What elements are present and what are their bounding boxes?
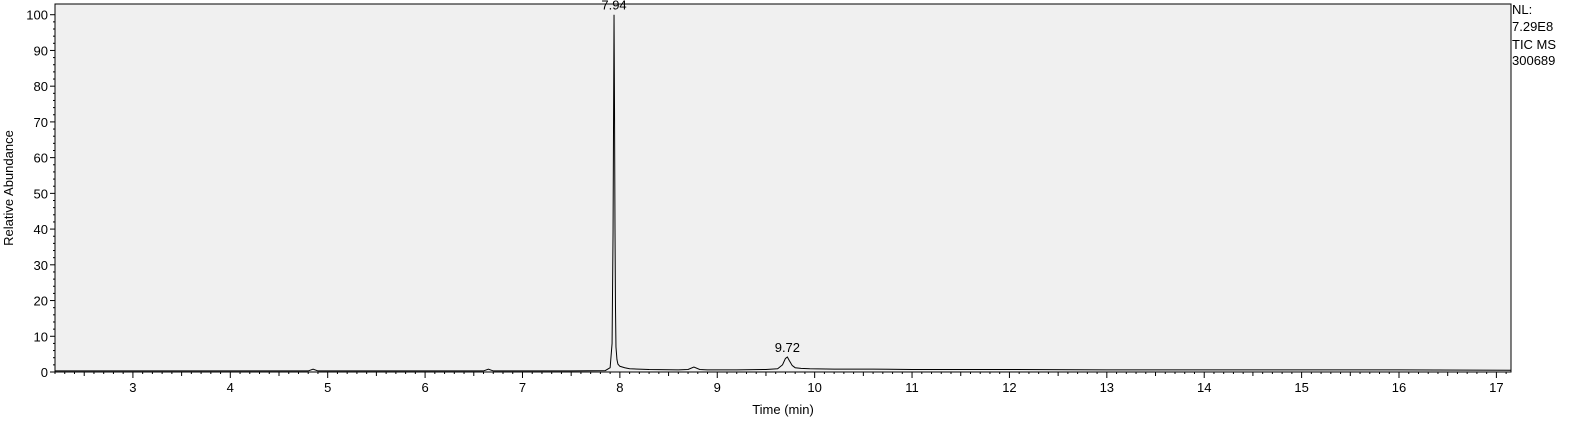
y-tick-label: 60 bbox=[34, 151, 48, 166]
y-tick-label: 10 bbox=[34, 329, 48, 344]
x-tick-label: 11 bbox=[905, 380, 919, 395]
x-tick-label: 8 bbox=[616, 380, 623, 395]
tic-trace-line bbox=[55, 14, 1512, 372]
x-tick-label: 15 bbox=[1294, 380, 1308, 395]
nl-label: NL: bbox=[1512, 2, 1533, 17]
y-axis-title: Relative Abundance bbox=[1, 130, 16, 246]
nl-value: 7.29E8 bbox=[1512, 19, 1554, 34]
y-tick-label: 40 bbox=[34, 222, 48, 237]
sample-id: 300689 bbox=[1512, 53, 1556, 68]
y-tick-label: 70 bbox=[34, 115, 48, 130]
y-tick-label: 50 bbox=[34, 186, 48, 201]
y-tick-label: 20 bbox=[34, 294, 48, 309]
x-tick-label: 17 bbox=[1489, 380, 1503, 395]
scan-type: TIC MS bbox=[1512, 37, 1557, 52]
x-axis-title: Time (min) bbox=[752, 402, 814, 417]
y-tick-label: 90 bbox=[34, 43, 48, 58]
plot-area bbox=[54, 3, 1512, 373]
y-tick-label: 0 bbox=[41, 365, 48, 380]
x-tick-label: 14 bbox=[1197, 380, 1211, 395]
x-tick-label: 4 bbox=[227, 380, 234, 395]
x-tick-label: 16 bbox=[1392, 380, 1406, 395]
y-axis: 0 10 20 30 40 50 60 70 80 90 100 bbox=[26, 8, 48, 380]
x-tick-label: 12 bbox=[1002, 380, 1016, 395]
peak-label: 7.94 bbox=[601, 0, 626, 13]
peak-labels: 7.94 9.72 bbox=[601, 0, 800, 355]
x-tick-label: 7 bbox=[519, 380, 526, 395]
x-axis: 3 4 5 6 7 8 9 10 11 12 13 14 15 16 17 bbox=[129, 380, 1503, 395]
peak-label: 9.72 bbox=[775, 340, 800, 355]
minor-ticks bbox=[50, 14, 1507, 378]
x-tick-label: 13 bbox=[1100, 380, 1114, 395]
y-tick-label: 30 bbox=[34, 258, 48, 273]
y-tick-label: 80 bbox=[34, 79, 48, 94]
x-tick-label: 9 bbox=[714, 380, 721, 395]
x-tick-label: 3 bbox=[129, 380, 136, 395]
x-tick-label: 5 bbox=[324, 380, 331, 395]
x-tick-label: 10 bbox=[807, 380, 821, 395]
x-tick-label: 6 bbox=[421, 380, 428, 395]
y-tick-label: 100 bbox=[26, 8, 48, 23]
